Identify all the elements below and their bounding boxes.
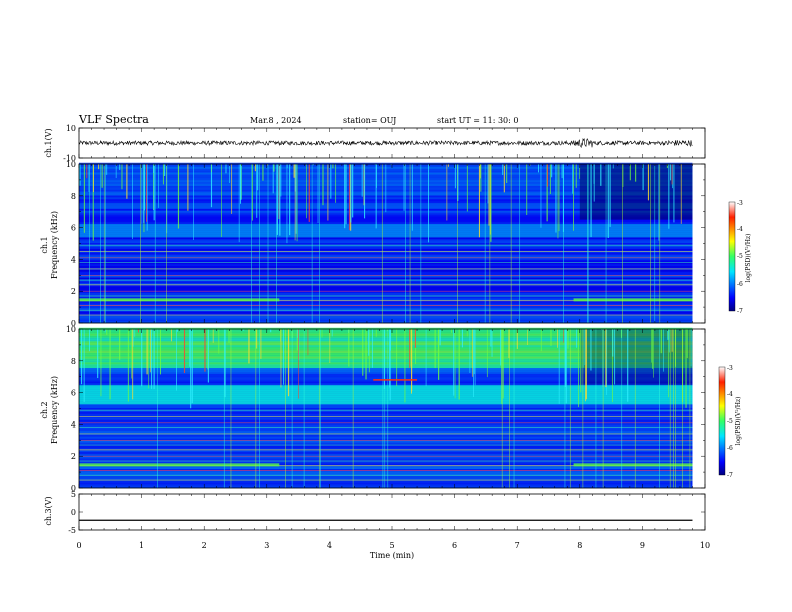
ch1-waveform-line: [78, 137, 693, 149]
x-tick-label: 2: [202, 541, 207, 550]
ch3-voltage-label: ch.3(V): [44, 496, 53, 525]
x-tick-label: 8: [577, 541, 582, 550]
y-tick-label: 10: [66, 325, 76, 334]
x-tick-label: 4: [327, 541, 332, 550]
y-tick-label: 2: [71, 452, 76, 461]
cb1-tick: -5: [737, 253, 743, 260]
cb1-label: log(PSD)(V²/Hz): [745, 234, 752, 283]
ch1-label: ch.1: [40, 236, 49, 253]
y-tick-label: -5: [68, 526, 76, 535]
y-tick-label: 4: [71, 255, 76, 264]
ch1-spectrogram-panel: 0 2 4 6 8 10: [66, 160, 706, 328]
ch1-frequency-label: Frequency (kHz): [50, 211, 59, 279]
y-tick-label: 5: [71, 490, 76, 499]
cb2-tick: -6: [727, 445, 733, 452]
cb2-tick: -3: [727, 365, 733, 372]
cb1-tick: -4: [737, 226, 743, 233]
narrowband-lines: [79, 244, 693, 316]
spectrogram-bands: [79, 327, 693, 489]
y-tick-label: 8: [71, 192, 76, 201]
x-tick-label: 9: [640, 541, 645, 550]
figure-title: VLF Spectra: [78, 113, 149, 126]
y-tick-label: 2: [71, 287, 76, 296]
sferic-streaks: [79, 164, 682, 323]
y-tick-label: 6: [71, 389, 76, 398]
x-tick-label: 5: [389, 541, 394, 550]
station-label: station= OUJ: [343, 116, 396, 125]
y-tick-label: 8: [71, 357, 76, 366]
y-tick-label: 10: [66, 124, 76, 133]
narrowband-lines: [79, 409, 693, 481]
cb1-tick: -6: [737, 281, 743, 288]
cb1-tick: -3: [737, 200, 743, 207]
x-tick-label: 0: [76, 541, 81, 550]
ch2-spectrogram-panel: 0 2 4 6 8 10: [66, 325, 706, 493]
cb2-label: log(PSD)(V²/Hz): [735, 397, 742, 446]
cb1-tick: -7: [737, 308, 743, 315]
x-tick-label: 6: [452, 541, 457, 550]
ch2-label: ch.2: [40, 401, 49, 418]
start-time-label: start UT = 11: 30: 0: [437, 116, 518, 125]
y-tick-label: 0: [71, 508, 76, 517]
y-tick-label: -10: [63, 154, 76, 163]
y-tick-label: 4: [71, 420, 76, 429]
cb2-tick: -5: [727, 418, 733, 425]
ch2-frequency-label: Frequency (kHz): [50, 376, 59, 444]
ch1-voltage-label: ch.1(V): [44, 128, 53, 157]
x-tick-label: 3: [264, 541, 269, 550]
ch1-colorbar: -3 -4 -5 -6 -7 log(PSD)(V²/Hz): [728, 200, 752, 315]
y-tick-label: 10: [66, 160, 76, 169]
sferic-streaks: [80, 329, 692, 488]
time-axis: 0 1 2 3 4 5 6 7 8 9 10: [76, 541, 710, 550]
cb2-tick: -7: [727, 472, 733, 479]
cb2-tick: -4: [727, 391, 733, 398]
x-tick-label: 1: [139, 541, 144, 550]
ch3-waveform-panel: 5 0 -5: [68, 490, 706, 535]
y-tick-label: 0: [71, 484, 76, 493]
y-tick-label: 0: [71, 319, 76, 328]
date-label: Mar.8 , 2024: [250, 116, 302, 125]
x-axis-label: Time (min): [370, 551, 414, 560]
x-tick-label: 7: [515, 541, 520, 550]
y-tick-label: 6: [71, 224, 76, 233]
ch2-colorbar: -3 -4 -5 -6 -7 log(PSD)(V²/Hz): [718, 365, 742, 479]
ch1-waveform-panel: 10 -10: [63, 124, 706, 163]
x-tick-label: 10: [700, 541, 710, 550]
